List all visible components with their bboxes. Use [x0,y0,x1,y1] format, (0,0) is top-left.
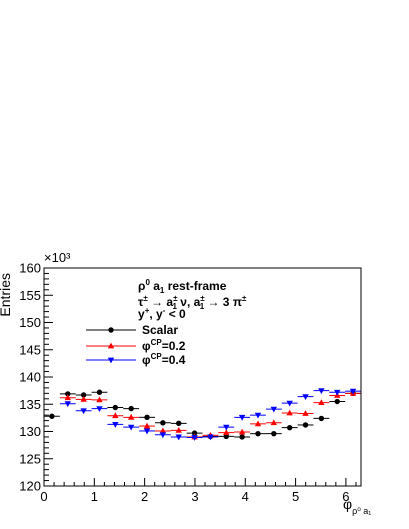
data-point [334,398,340,405]
data-point [318,388,325,395]
data-point [175,434,182,441]
data-point [144,414,150,421]
y-tick-label: 130 [19,424,41,439]
x-tick-label: 2 [141,489,148,504]
data-point [80,408,87,415]
data-point [143,422,151,429]
data-point [302,410,309,416]
data-point [254,412,262,419]
data-point [64,401,71,408]
y-tick-label: 120 [19,479,41,494]
data-point [238,428,246,435]
x-tick-label: 1 [91,489,98,504]
data-point [271,430,277,437]
data-point [112,412,119,419]
data-point [96,406,103,413]
data-point [96,389,103,395]
data-point [318,399,325,406]
annotation-cut: y+, y- < 0 [138,306,186,321]
data-point [207,434,214,441]
x-tick-label: 0 [40,489,47,504]
data-point [65,391,71,397]
data-point [175,427,182,433]
legend-marker [107,342,115,349]
data-point [176,420,182,427]
x-axis: 0 1 2 3 4 5 6 [40,478,357,504]
legend-label: Scalar [142,323,178,337]
y-tick-label: 145 [19,342,41,357]
series-2 [59,389,361,440]
data-point [128,405,134,412]
y-tick-label: 155 [19,288,41,303]
x-tick-label: 4 [242,489,249,504]
y-axis: 120 125 130 135 140 145 150 155 160 [19,261,53,494]
data-point [160,420,166,426]
data-point [127,413,135,420]
x-tick-label: 3 [191,489,198,504]
data-point [223,424,230,431]
data-point [270,419,278,426]
data-point [223,433,229,440]
data-point [159,427,167,434]
legend-label: φCP=0.4 [142,352,186,367]
data-point [112,422,119,428]
data-point [80,395,87,402]
legend-marker [107,357,115,364]
data-point [286,424,293,431]
data-point [239,434,245,440]
data-point [349,388,357,395]
y-tick-label: 140 [19,370,41,385]
data-point [112,404,119,411]
data-point [64,394,71,401]
data-point [286,409,293,416]
y-tick-label: 125 [19,451,41,466]
data-point [143,428,151,435]
data-point [191,435,198,441]
data-point [286,400,293,407]
data-point [49,413,55,419]
y-tick-label: 160 [19,261,41,276]
legend-label: φCP=0.2 [142,338,186,353]
data-point [80,392,87,398]
x-tick-label: 5 [292,489,299,504]
data-point [127,424,135,431]
y-axis-multiplier: ×10³ [44,250,71,265]
y-axis-label: Entries [0,273,13,317]
data-point [191,430,198,436]
annotation-decay: τ± → a± 1 ν, a± 1 → 3 π± [138,294,247,311]
series-3 [59,388,361,441]
annotation-frame: ρ0 a1 rest-frame [138,278,227,295]
series-1 [44,389,361,440]
y-tick-label: 135 [19,397,41,412]
legend-marker [108,327,114,333]
data-point [223,429,230,435]
series-layer [44,388,361,441]
data-point [334,389,341,396]
data-point [318,415,325,422]
data-point [270,406,278,413]
y-tick-label: 150 [19,315,41,330]
x-tick-label: 6 [342,489,349,504]
data-point [159,432,167,439]
data-point [238,414,246,421]
data-point [96,396,103,403]
data-point [302,394,309,401]
annotation-block: ρ0 a1 rest-frame τ± → a± 1 ν, a± 1 → 3 π± … [138,278,247,321]
data-point [302,422,309,428]
data-point [254,420,262,427]
data-point [255,430,261,437]
